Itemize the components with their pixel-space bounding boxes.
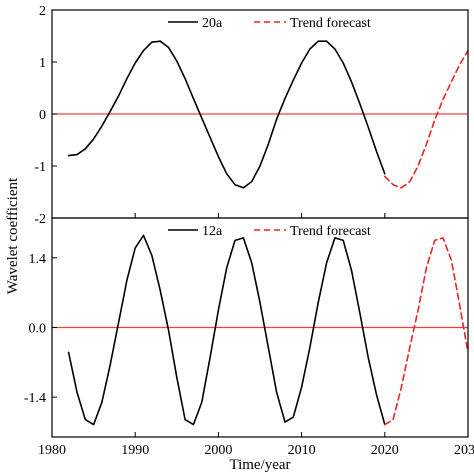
- top-y-tick-label: -2: [34, 212, 46, 227]
- top-y-tick-label: 2: [39, 4, 46, 19]
- bottom-y-tick-label: 0.0: [29, 322, 47, 337]
- bottom-y-tick-label: -1.4: [24, 391, 46, 406]
- bottom-series-main-line: [67, 234, 386, 426]
- top-y-tick-label: -1: [34, 160, 46, 175]
- top-series-main-line: [67, 40, 386, 189]
- x-axis-label: Time/year: [229, 457, 290, 473]
- bottom-panel: -1.4 0.0 1.4 1980 1990 2000 2010 2020 2030 12a Tre…: [24, 217, 474, 458]
- top-legend-label-forecast: Trend forecast: [290, 16, 371, 31]
- top-legend: 20a Trend forecast: [168, 16, 371, 31]
- x-tick-label: 1990: [121, 443, 149, 458]
- bottom-legend-label-forecast: Trend forecast: [290, 224, 371, 239]
- bottom-y-tick-label: 1.4: [29, 252, 47, 267]
- x-tick-label: 2030: [454, 443, 474, 458]
- top-y-tick-label: 1: [39, 56, 46, 71]
- top-legend-label-main: 20a: [202, 16, 223, 31]
- y-axis-label: Wavelet coefficient: [5, 177, 21, 294]
- x-tick-label: 2000: [204, 443, 232, 458]
- top-series-forecast-line: [383, 49, 469, 189]
- top-panel: -2 -1 0 1 2 20a Trend forecast: [34, 4, 469, 227]
- bottom-legend-label-main: 12a: [202, 224, 223, 239]
- x-tick-label: 2010: [288, 443, 316, 458]
- x-tick-label: 1980: [38, 443, 66, 458]
- x-tick-label: 2020: [371, 443, 399, 458]
- bottom-legend: 12a Trend forecast: [168, 224, 371, 239]
- bottom-series-forecast-line: [383, 237, 469, 426]
- top-y-tick-label: 0: [39, 108, 46, 123]
